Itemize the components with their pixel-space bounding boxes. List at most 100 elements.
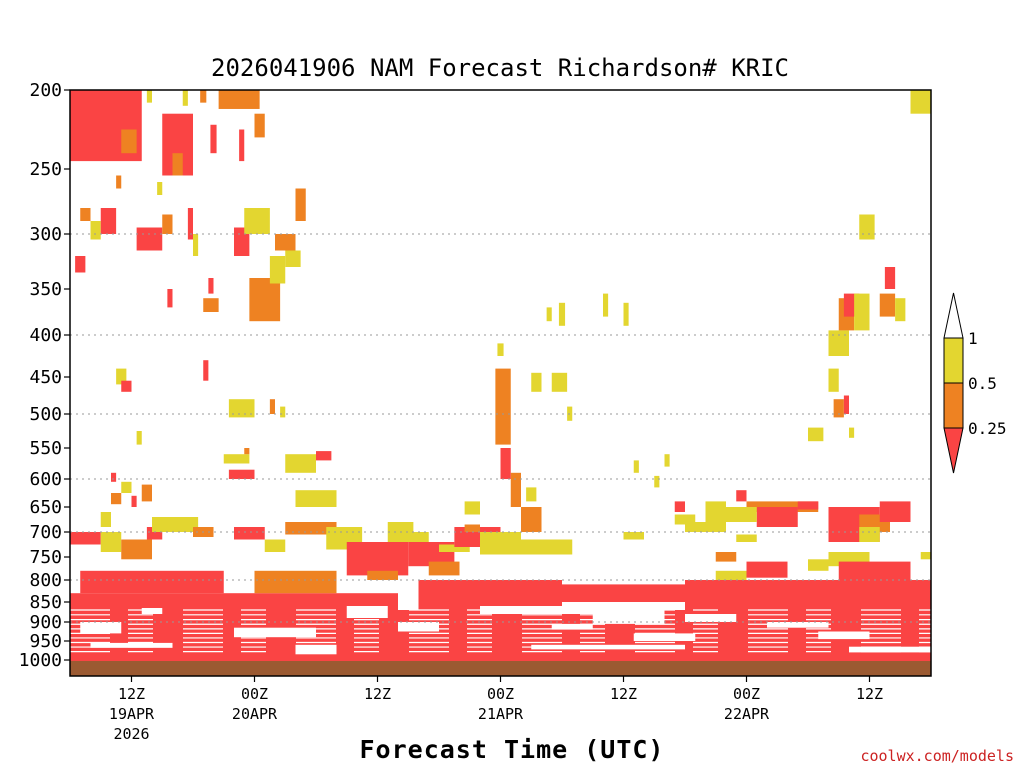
ri-cell-red <box>228 469 255 479</box>
ri-cell-yellow <box>715 507 757 522</box>
ri-cell-orange <box>367 570 398 580</box>
ri-cell-red <box>75 256 86 273</box>
ri-cell-yellow <box>854 293 870 331</box>
ri-cell-red <box>346 542 409 576</box>
y-tick-label: 350 <box>29 279 62 300</box>
ri-gap <box>849 646 931 653</box>
ri-gap <box>346 606 388 618</box>
ri-cell-orange <box>162 214 173 234</box>
ri-cell-yellow <box>152 517 199 532</box>
y-tick-label: 300 <box>29 224 62 245</box>
y-tick-label: 1000 <box>19 650 62 671</box>
ri-cell-orange <box>121 539 152 560</box>
ri-cell-red <box>418 580 562 610</box>
ri-cell-red <box>838 561 911 580</box>
y-tick-label: 650 <box>29 497 62 518</box>
ri-cell-orange <box>203 298 219 312</box>
ri-cell-yellow <box>439 544 470 552</box>
ri-cell-yellow <box>674 514 696 525</box>
ri-cell-red <box>208 278 214 294</box>
y-tick-label: 700 <box>29 522 62 543</box>
ri-gap <box>551 623 593 630</box>
ri-cell-yellow <box>895 298 906 322</box>
y-tick-label: 600 <box>29 469 62 490</box>
ri-cell-orange <box>833 399 844 418</box>
ri-cell-red <box>131 495 137 507</box>
ri-cell-red <box>879 501 911 522</box>
ri-cell-orange <box>116 175 122 189</box>
x-tick-label: 00Z <box>241 685 268 703</box>
ri-cell-yellow <box>664 454 670 467</box>
ri-cell-yellow <box>808 427 824 442</box>
ri-cell-orange <box>141 484 152 502</box>
y-tick-label: 950 <box>29 631 62 652</box>
ri-cell-orange <box>269 399 275 414</box>
y-tick-label: 900 <box>29 612 62 633</box>
ri-cell-red <box>80 570 224 594</box>
ri-cell-yellow <box>808 559 829 571</box>
ri-cell-yellow <box>264 539 286 552</box>
ri-cell-yellow <box>910 90 931 114</box>
legend-bin-yellow <box>943 337 964 384</box>
ground-edge <box>70 658 931 661</box>
ri-cell-yellow <box>464 501 480 515</box>
x-tick-date: 22APR <box>724 705 770 723</box>
ri-cell-yellow <box>193 234 199 256</box>
ri-cell-orange <box>521 507 542 532</box>
credit-text: coolwx.com/models <box>860 747 1014 765</box>
ri-gap <box>295 644 337 655</box>
y-tick-label: 450 <box>29 367 62 388</box>
ri-cell-orange <box>244 448 250 455</box>
ri-cell-yellow <box>859 214 875 240</box>
ri-gap <box>141 608 163 614</box>
ri-cell-yellow <box>526 487 537 502</box>
ri-cell-red <box>797 501 819 510</box>
legend-level-label: 0.25 <box>968 419 1007 438</box>
ri-cell-yellow <box>623 532 644 540</box>
ri-cell-red <box>746 561 788 578</box>
ri-cell-red <box>100 208 117 234</box>
x-tick-label: 12Z <box>118 685 145 703</box>
color-legend: 1 0.5 0.25 <box>943 292 1007 474</box>
ground-layer <box>70 658 931 676</box>
ri-cell-orange <box>295 188 306 221</box>
y-tick-label: 250 <box>29 159 62 180</box>
x-tick-label: 12Z <box>856 685 883 703</box>
ri-cell-yellow <box>920 552 931 560</box>
ri-cell-red <box>70 593 398 610</box>
ri-cell-yellow <box>90 221 101 240</box>
ri-cell-yellow <box>121 481 132 493</box>
ri-cell-yellow <box>136 431 142 445</box>
ground-band <box>70 660 931 676</box>
ri-gap <box>531 644 685 650</box>
ri-cell-orange <box>464 524 480 532</box>
ri-gap <box>767 622 829 628</box>
ri-cell-yellow <box>685 522 706 532</box>
ri-cell-yellow <box>633 460 639 473</box>
y-tick-label: 850 <box>29 592 62 613</box>
legend-level-label: 0.5 <box>968 374 997 393</box>
ri-cell-yellow <box>116 368 127 385</box>
ri-cell-orange <box>249 278 281 322</box>
legend-bin-orange <box>943 382 964 429</box>
y-tick-label: 400 <box>29 325 62 346</box>
ri-cell-yellow <box>551 372 568 392</box>
ri-cell-yellow <box>828 368 839 392</box>
plot-cells <box>70 90 931 664</box>
ri-cell-red <box>674 501 685 512</box>
ri-cell-orange <box>121 129 137 154</box>
ri-cell-yellow <box>480 532 521 555</box>
ri-cell-red <box>884 267 896 289</box>
y-tick-label: 200 <box>29 80 62 101</box>
ri-cell-yellow <box>849 427 855 438</box>
ri-cell-orange <box>218 90 260 109</box>
ri-cell-yellow <box>146 90 152 103</box>
x-tick-label: 12Z <box>610 685 637 703</box>
ri-cell-orange <box>428 561 460 576</box>
ri-cell-yellow <box>100 532 122 552</box>
ri-cell-red <box>239 129 245 162</box>
ri-cell-red <box>136 227 163 251</box>
ri-gap <box>818 631 870 640</box>
ri-cell-red <box>234 527 265 540</box>
